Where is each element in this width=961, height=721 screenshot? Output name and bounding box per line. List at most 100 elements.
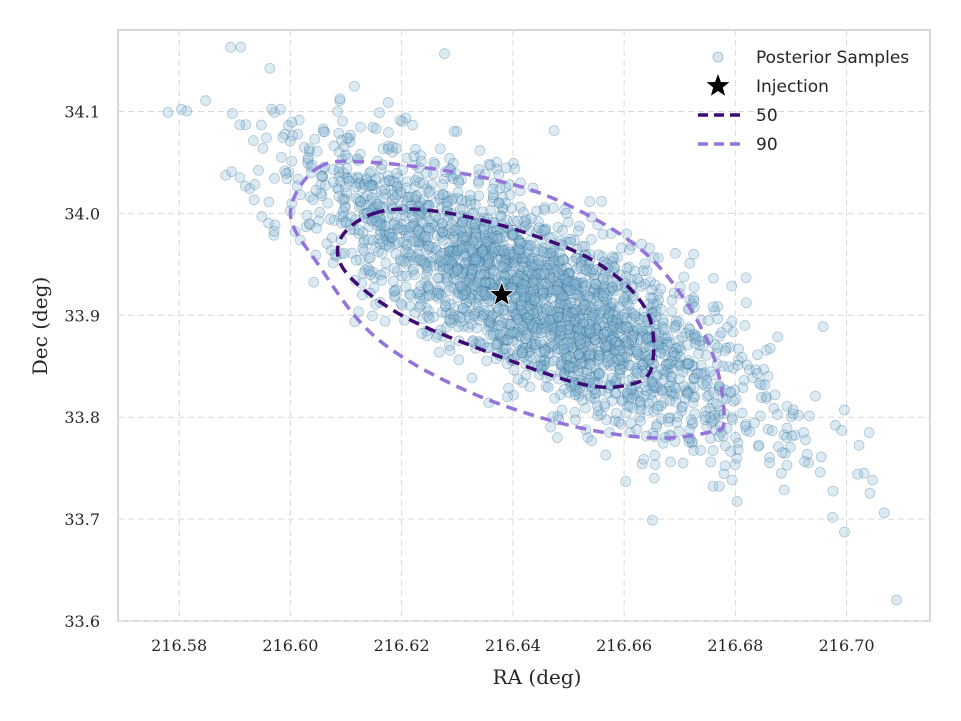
posterior-sample <box>572 323 584 335</box>
posterior-sample <box>687 417 699 428</box>
posterior-sample <box>621 323 633 334</box>
posterior-sample <box>595 288 607 300</box>
posterior-sample <box>428 157 440 168</box>
posterior-sample <box>328 215 340 226</box>
posterior-sample <box>640 330 651 341</box>
posterior-sample <box>470 240 482 252</box>
posterior-sample <box>356 200 367 212</box>
posterior-sample <box>621 290 633 302</box>
posterior-sample <box>509 308 521 320</box>
posterior-sample <box>617 311 629 323</box>
posterior-sample <box>413 254 425 266</box>
posterior-sample <box>457 303 469 314</box>
posterior-sample <box>579 338 591 350</box>
posterior-sample <box>480 282 492 294</box>
posterior-sample <box>600 334 612 345</box>
posterior-sample <box>387 232 398 243</box>
posterior-sample <box>632 368 644 380</box>
posterior-sample <box>707 397 719 409</box>
posterior-sample <box>704 403 716 414</box>
posterior-sample <box>586 342 598 354</box>
posterior-sample <box>495 252 507 264</box>
posterior-sample <box>595 306 607 317</box>
posterior-sample <box>768 403 780 414</box>
posterior-sample <box>456 267 468 279</box>
posterior-sample <box>545 329 556 341</box>
x-axis-ticks: 216.58 216.60 216.62 216.64 216.66 216.68 216.… <box>151 636 874 655</box>
posterior-sample <box>608 343 620 355</box>
posterior-sample <box>365 194 376 206</box>
posterior-sample <box>469 218 481 230</box>
posterior-sample <box>335 211 346 222</box>
posterior-sample <box>430 242 441 253</box>
posterior-sample <box>616 242 627 254</box>
posterior-sample <box>444 228 455 240</box>
posterior-sample <box>662 339 673 350</box>
posterior-sample <box>657 336 668 348</box>
posterior-sample <box>619 294 630 306</box>
posterior-sample <box>669 350 681 362</box>
posterior-sample <box>701 350 712 361</box>
posterior-sample <box>526 337 537 349</box>
posterior-sample <box>448 273 460 285</box>
posterior-sample <box>304 145 315 157</box>
posterior-sample <box>505 246 516 258</box>
posterior-sample <box>592 400 603 412</box>
posterior-sample <box>598 287 610 299</box>
posterior-sample <box>740 297 752 309</box>
posterior-sample <box>582 431 594 443</box>
posterior-sample <box>655 400 667 412</box>
posterior-sample <box>548 262 560 274</box>
posterior-sample <box>541 309 553 320</box>
posterior-sample <box>442 254 453 265</box>
posterior-sample <box>411 224 423 236</box>
posterior-sample <box>606 281 618 293</box>
posterior-sample <box>679 393 691 404</box>
posterior-sample <box>548 309 560 321</box>
posterior-sample <box>640 381 651 392</box>
posterior-sample <box>438 254 450 266</box>
posterior-sample <box>473 271 485 283</box>
posterior-sample <box>393 222 405 234</box>
posterior-sample <box>517 257 528 269</box>
posterior-sample <box>523 328 534 340</box>
posterior-sample <box>539 344 551 356</box>
posterior-sample <box>537 318 549 330</box>
posterior-sample <box>536 245 547 257</box>
posterior-sample <box>537 288 549 300</box>
posterior-sample <box>479 229 491 241</box>
posterior-sample <box>516 278 528 290</box>
posterior-sample <box>589 334 601 345</box>
posterior-sample <box>535 323 547 335</box>
posterior-sample <box>562 268 574 280</box>
posterior-sample <box>516 347 528 359</box>
posterior-sample <box>475 231 486 243</box>
posterior-sample <box>597 360 609 372</box>
posterior-sample <box>584 266 595 277</box>
posterior-sample <box>565 381 577 393</box>
x-tick-label: 216.58 <box>151 636 207 655</box>
posterior-sample <box>465 198 477 210</box>
posterior-sample <box>494 315 506 326</box>
posterior-sample <box>666 351 678 362</box>
posterior-sample <box>645 383 657 394</box>
posterior-sample <box>513 264 525 276</box>
posterior-sample <box>621 297 633 309</box>
posterior-sample <box>374 233 385 245</box>
posterior-sample <box>369 272 380 284</box>
posterior-sample <box>447 158 459 169</box>
y-axis-ticks: 33.633.733.833.934.034.1 <box>64 103 100 631</box>
posterior-sample <box>448 125 460 137</box>
posterior-sample <box>494 232 505 244</box>
posterior-sample <box>439 229 450 240</box>
posterior-sample <box>283 166 295 178</box>
posterior-sample <box>702 378 713 389</box>
posterior-sample <box>471 322 483 334</box>
posterior-sample <box>372 220 383 231</box>
posterior-sample <box>563 285 574 297</box>
posterior-sample <box>422 281 433 292</box>
posterior-sample <box>648 386 659 398</box>
posterior-sample <box>560 278 572 289</box>
posterior-sample <box>648 376 659 388</box>
posterior-sample <box>468 280 480 291</box>
